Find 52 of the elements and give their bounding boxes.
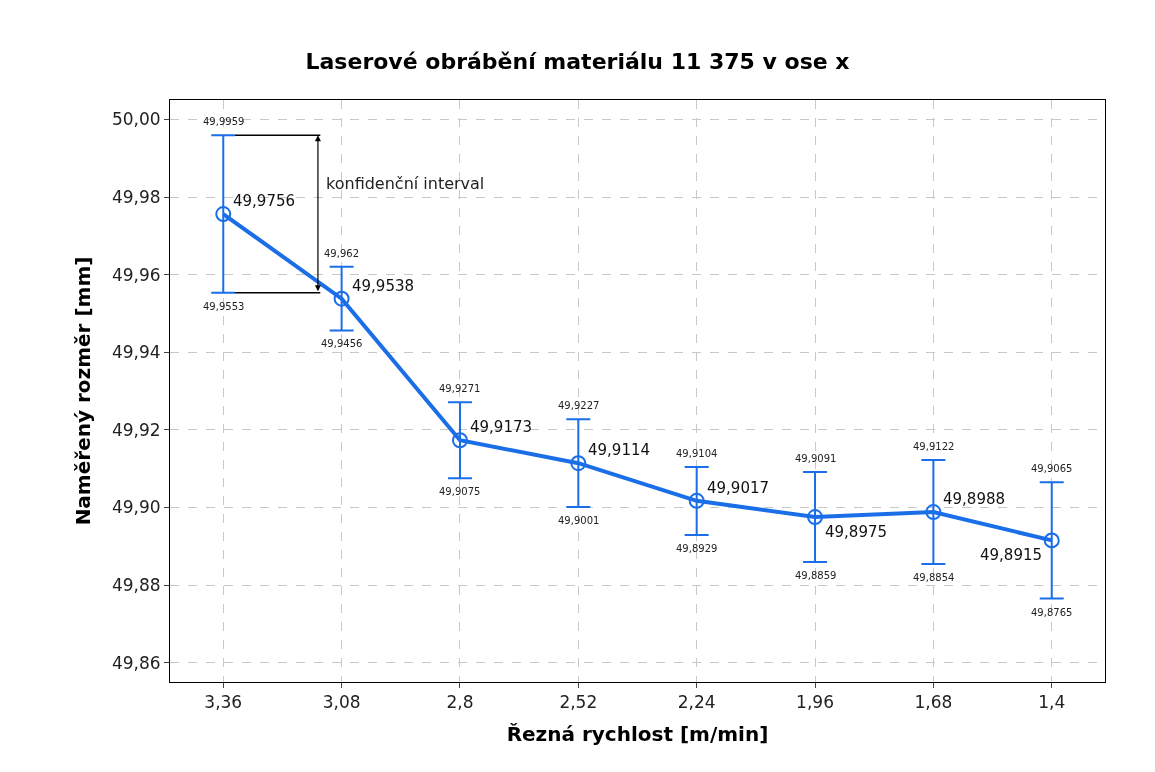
annotation: 49,8854 [913,572,955,583]
point [688,492,705,509]
y-tick-label: 49,90 [111,497,161,518]
y-tick-label: 49,86 [111,652,161,673]
point [807,509,824,526]
annotation: 49,962 [324,248,359,259]
annotation: 49,8929 [676,543,718,554]
data-label: 49,8915 [980,546,1043,564]
annotation: 49,9065 [1031,463,1073,474]
point [451,432,468,449]
y-tick-label: 49,94 [111,342,161,363]
chart-title: Laserové obrábění materiálu 11 375 v ose x [305,49,850,75]
data-label: 49,9173 [470,418,533,436]
annotation: 49,9553 [203,301,245,312]
data-label: 49,9017 [707,479,770,497]
point [570,455,587,472]
x-tick-label: 3,08 [322,692,361,713]
data-label: 49,9538 [352,277,415,295]
annotation: 49,9104 [676,448,718,459]
x-tick-label: 2,8 [446,692,474,713]
annotation: 49,9122 [913,441,955,452]
x-tick-label: 3,36 [204,692,243,713]
annotation: 49,9075 [439,486,481,497]
annotation: 49,9456 [321,338,363,349]
annotation: 49,8859 [795,570,837,581]
annotation: 49,9271 [439,383,481,394]
x-tick-label: 1,96 [796,692,834,713]
annotation: 49,8765 [1031,607,1073,618]
y-tick-label: 49,88 [111,574,161,595]
x-tick-label: 2,24 [677,692,716,713]
y-tick-label: 49,92 [111,419,161,440]
annotation: 49,9001 [558,515,600,526]
data-label: 49,9756 [233,192,296,210]
y-tick-label: 49,96 [111,264,161,285]
x-tick-label: 1,4 [1038,692,1066,713]
data-label: 49,8988 [943,490,1006,508]
y-axis-title: Naměřený rozměr [mm] [71,256,96,526]
x-tick-label: 1,68 [914,692,953,713]
point [333,290,350,307]
data-label: 49,9114 [588,441,651,459]
annotation: 49,9959 [203,116,245,127]
x-axis-title: Řezná rychlost [m/min] [506,721,769,746]
x-tick-label: 2,52 [559,692,598,713]
point [925,504,942,521]
point [215,206,232,223]
point [1043,532,1060,549]
annotation: 49,9227 [558,400,600,411]
y-tick-label: 49,98 [111,186,161,207]
y-tick-label: 50,00 [111,109,161,130]
data-label: 49,8975 [825,523,888,541]
annotation: konfidenční interval [326,174,485,193]
annotation: 49,9091 [795,453,837,464]
